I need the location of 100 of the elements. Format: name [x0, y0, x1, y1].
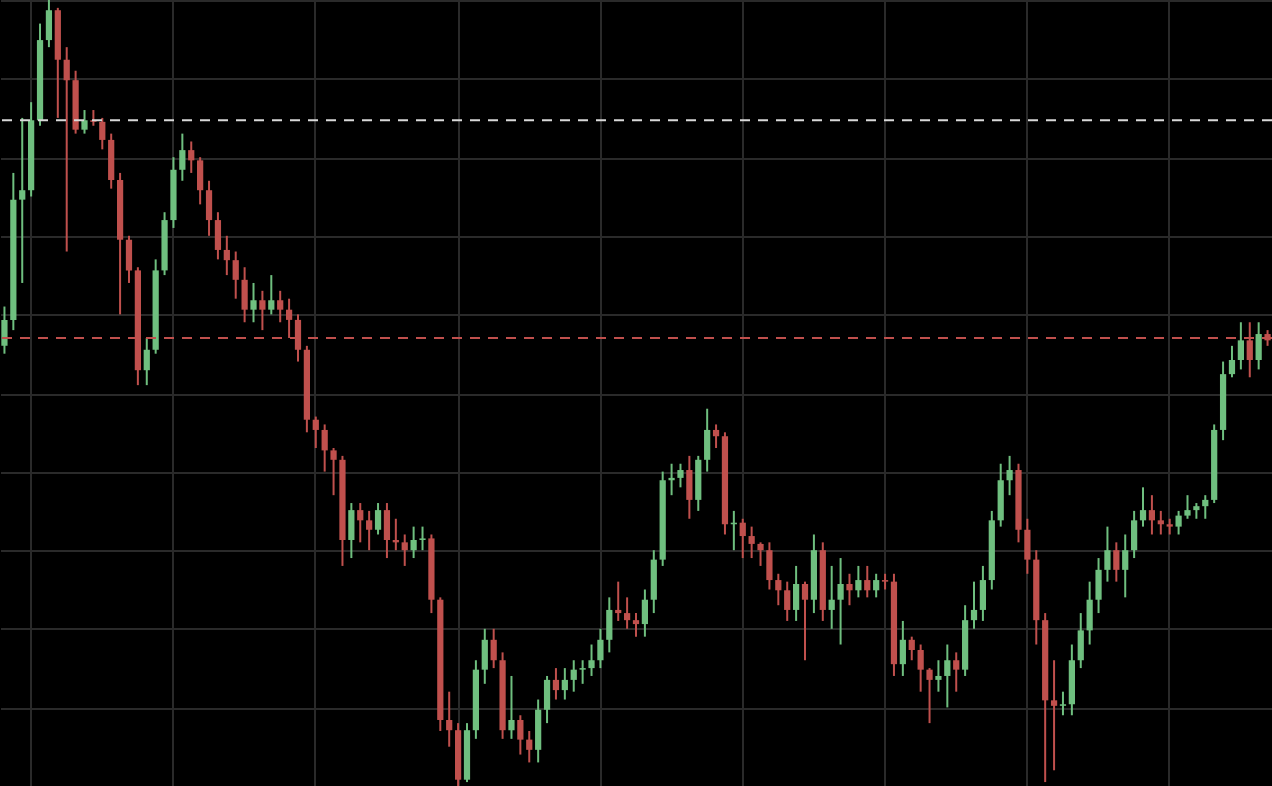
candlestick: [348, 502, 355, 560]
candlestick: [321, 423, 328, 473]
candlestick: [695, 454, 702, 512]
candlestick: [1131, 509, 1138, 560]
candlestick: [917, 643, 924, 693]
candlestick: [214, 211, 222, 261]
candlestick: [374, 502, 382, 536]
candlestick: [775, 572, 782, 607]
candlestick: [597, 627, 604, 670]
candlestick: [588, 643, 595, 677]
candlestick: [419, 525, 426, 552]
candlestick: [873, 572, 880, 599]
candlestick: [223, 234, 230, 277]
candlestick: [615, 580, 622, 622]
candlestick: [250, 281, 257, 324]
candlestick: [81, 109, 88, 135]
candlestick: [1237, 321, 1244, 371]
candlestick: [953, 651, 960, 693]
candlestick: [241, 266, 248, 324]
candlestick: [383, 502, 391, 560]
candlestick: [99, 116, 106, 151]
candlestick: [668, 462, 675, 497]
candlestick: [1086, 580, 1093, 646]
candlestick: [1068, 643, 1075, 717]
candlestick: [606, 596, 613, 654]
candlestick: [570, 659, 577, 693]
candlestick: [944, 643, 951, 709]
candlestick: [143, 336, 150, 387]
candlestick: [1, 305, 8, 355]
candlestick: [757, 541, 764, 567]
candlestick: [1006, 454, 1013, 497]
candlestick: [543, 674, 551, 725]
candlestick: [632, 612, 640, 638]
candlestick: [623, 596, 631, 630]
candlestick: [188, 140, 195, 174]
candlestick: [552, 667, 560, 701]
candlestick: [801, 580, 809, 662]
candlestick: [1255, 321, 1262, 371]
candlestick: [837, 557, 844, 646]
candlestick: [125, 234, 133, 284]
candlestick: [899, 619, 906, 677]
candlestick: [926, 667, 933, 725]
candlestick: [908, 635, 915, 662]
candlestick: [997, 462, 1004, 528]
candlestick: [508, 674, 515, 740]
candlestick: [259, 289, 266, 332]
candlestick: [704, 407, 711, 473]
candlestick: [1095, 557, 1102, 615]
candlestick: [1228, 344, 1236, 379]
candlestick: [1104, 525, 1111, 583]
candlestick: [517, 714, 524, 756]
candlestick: [579, 659, 586, 685]
candlestick: [739, 517, 746, 560]
candlestick: [641, 588, 649, 638]
candlestick: [357, 502, 364, 544]
candlestick: [784, 580, 791, 622]
candlestick: [1050, 659, 1058, 772]
candlestick: [277, 289, 284, 324]
candlestick: [268, 274, 275, 316]
candlestick: [677, 462, 684, 489]
candlestick: [63, 46, 70, 253]
candlestick: [1184, 494, 1191, 520]
candlestick: [1059, 690, 1067, 717]
candlestick: [979, 564, 987, 622]
candlestick: [401, 533, 408, 567]
candlestick: [197, 156, 204, 206]
candlestick: [766, 541, 773, 591]
candlestick: [490, 627, 497, 670]
candlestick: [330, 447, 337, 497]
candlestick: [179, 132, 186, 182]
candlestick: [650, 549, 657, 615]
candlestick: [312, 415, 319, 450]
candlestick: [205, 179, 213, 237]
candlestick: [881, 572, 889, 591]
candlestick: [446, 690, 453, 748]
candlestick: [45, 0, 53, 49]
candlestick: [19, 116, 26, 284]
candlestick: [526, 729, 533, 764]
candlestick: [1024, 517, 1031, 575]
candlestick: [561, 667, 568, 701]
candlestick: [748, 525, 755, 560]
candlestick: [686, 454, 693, 520]
candlestick: [108, 132, 115, 190]
candlestick: [1148, 494, 1156, 536]
candlestick: [855, 564, 862, 599]
candlestick: [1122, 533, 1129, 599]
candlestick: [1077, 612, 1084, 670]
candlestick: [864, 564, 871, 599]
candlestick: [535, 698, 542, 764]
candlestick: [712, 423, 720, 450]
candlestick: [828, 564, 835, 630]
candlestick: [1157, 509, 1164, 536]
candlestick: [970, 580, 978, 630]
candlestick: [1202, 494, 1209, 520]
candlestick: [410, 525, 417, 560]
candlestick: [793, 564, 800, 622]
candlestick: [366, 509, 373, 552]
candlestick: [232, 250, 239, 300]
candlestick: [481, 627, 488, 685]
candlestick: [935, 659, 942, 693]
